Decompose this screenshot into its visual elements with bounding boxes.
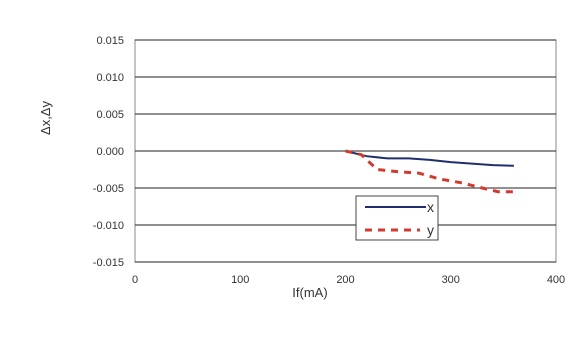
y-tick-label: -0.015	[93, 257, 124, 269]
x-tick-label: 0	[132, 274, 138, 286]
legend-box	[355, 195, 439, 241]
x-axis-label: If(mA)	[292, 285, 327, 300]
grid-lines	[135, 39, 556, 263]
y-axis-label: Δx,Δy	[38, 101, 53, 135]
x-tick-label: 300	[442, 274, 460, 286]
x-tick-label: 200	[336, 274, 354, 286]
series-line-x	[345, 150, 514, 167]
legend-label-x: x	[427, 199, 434, 215]
y-tick-label: 0.010	[96, 72, 124, 84]
y-tick-labels: 0.015 0.010 0.005 0.000 -0.005 -0.010 -0.015	[93, 35, 124, 269]
y-tick-label: 0.015	[96, 35, 124, 47]
y-tick-label: 0.005	[96, 109, 124, 121]
x-tick-label: 100	[231, 274, 249, 286]
x-tick-label: 400	[547, 274, 565, 286]
series-line-y	[345, 149, 514, 194]
series-group	[345, 149, 514, 194]
y-tick-label: -0.010	[93, 220, 124, 232]
y-tick-label: 0.000	[96, 146, 124, 158]
y-tick-label: -0.005	[93, 183, 124, 195]
x-tick-labels: 0 100 200 300 400	[132, 274, 565, 286]
legend: x y	[355, 195, 439, 241]
legend-label-y: y	[427, 222, 434, 238]
